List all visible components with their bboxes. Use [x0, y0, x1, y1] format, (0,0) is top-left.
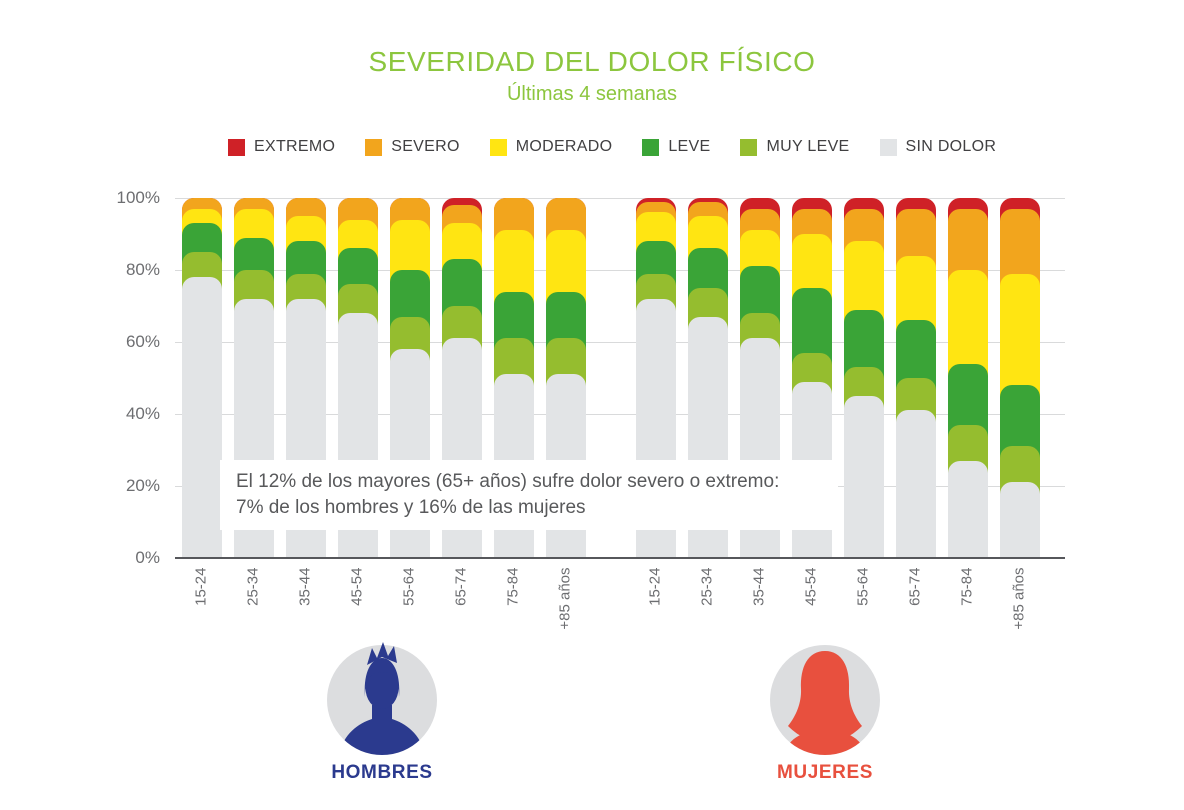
y-tick-40: 40% [125, 404, 160, 423]
x-tick-hombres-25-34: 25-34 [244, 567, 261, 606]
x-tick-hombres-55-64: 55-64 [400, 567, 417, 606]
y-tick-80: 80% [125, 260, 160, 279]
x-tick-mujeres-65-74: 65-74 [906, 567, 923, 606]
bar-mujeres-65-74 [896, 198, 936, 558]
x-tick-mujeres-35-44: 35-44 [750, 567, 767, 606]
annotation-line-1: El 12% de los mayores (65+ años) sufre d… [236, 471, 780, 492]
gridline-80 [175, 270, 1065, 271]
legend-label-severo: SEVERO [391, 138, 460, 155]
hombres-label: HOMBRES [331, 762, 433, 783]
x-tick-hombres-65-74: 65-74 [452, 567, 469, 606]
legend: EXTREMO SEVERO MODERADO LEVE MUY LEVE SIN DOL… [228, 138, 996, 156]
gridline-40 [175, 414, 1065, 415]
segment-sin-dolor [896, 410, 936, 558]
y-tick-20: 20% [125, 476, 160, 495]
legend-label-sin-dolor: SIN DOLOR [905, 138, 997, 155]
legend-item-leve: LEVE [642, 138, 710, 156]
legend-label-leve: LEVE [668, 138, 711, 155]
segment-sin-dolor [182, 277, 222, 558]
legend-swatch-leve [642, 138, 660, 156]
gridline-60 [175, 342, 1065, 343]
mujeres-label: MUJERES [776, 762, 874, 783]
bar-mujeres-75-84 [948, 198, 988, 558]
woman-silhouette-icon [783, 651, 867, 755]
x-tick-mujeres-55-64: 55-64 [854, 567, 871, 606]
legend-swatch-moderado [489, 138, 507, 156]
page-subtitle: Últimas 4 semanas [506, 83, 678, 105]
x-tick-hombres-35-44: 35-44 [296, 567, 313, 606]
legend-item-extremo: EXTREMO [228, 138, 335, 156]
segment-sin-dolor [1000, 482, 1040, 558]
legend-swatch-extremo [228, 138, 245, 156]
y-tick-0: 0% [135, 548, 160, 567]
x-axis-line [175, 557, 1065, 559]
x-tick-hombres-75-84: 75-84 [504, 567, 521, 606]
x-tick-mujeres--85-años: +85 años [1010, 567, 1027, 630]
gridline-100 [175, 198, 1065, 199]
legend-label-moderado: MODERADO [515, 138, 613, 155]
bar-mujeres--85-años [1000, 198, 1040, 558]
annotation-line-2: 7% de los hombres y 16% de las mujeres [236, 497, 586, 519]
legend-swatch-severo [365, 138, 383, 156]
legend-swatch-muy-leve [740, 138, 758, 156]
segment-sin-dolor [948, 460, 988, 558]
legend-item-severo: SEVERO [365, 138, 460, 156]
segment-sin-dolor [844, 396, 884, 558]
y-axis: 100% 80% 60% 40% 20% 0% [60, 188, 160, 578]
y-tick-100: 100% [116, 188, 160, 207]
man-silhouette-icon [339, 642, 425, 755]
legend-item-moderado: MODERADO [489, 138, 613, 156]
x-tick-mujeres-75-84: 75-84 [958, 567, 975, 606]
annotation-box: El 12% de los mayores (65+ años) sufre d… [220, 460, 838, 531]
bar-hombres-15-24 [182, 198, 222, 558]
x-tick-hombres-15-24: 15-24 [192, 567, 209, 606]
legend-swatch-sin-dolor [879, 138, 897, 156]
hombres-avatar [327, 642, 437, 755]
x-tick-mujeres-45-54: 45-54 [802, 567, 819, 606]
x-tick-mujeres-25-34: 25-34 [698, 567, 715, 606]
legend-item-sin-dolor: SIN DOLOR [879, 138, 997, 156]
legend-label-muy-leve: MUY LEVE [766, 138, 850, 155]
x-tick-hombres--85-años: +85 años [556, 567, 573, 630]
mujeres-avatar [770, 645, 880, 755]
page-title: SEVERIDAD DEL DOLOR FÍSICO [368, 46, 816, 77]
legend-item-muy-leve: MUY LEVE [740, 138, 849, 156]
x-tick-mujeres-15-24: 15-24 [646, 567, 663, 606]
legend-label-extremo: EXTREMO [254, 138, 336, 155]
bar-mujeres-55-64 [844, 198, 884, 558]
x-tick-hombres-45-54: 45-54 [348, 567, 365, 606]
y-tick-60: 60% [125, 332, 160, 351]
